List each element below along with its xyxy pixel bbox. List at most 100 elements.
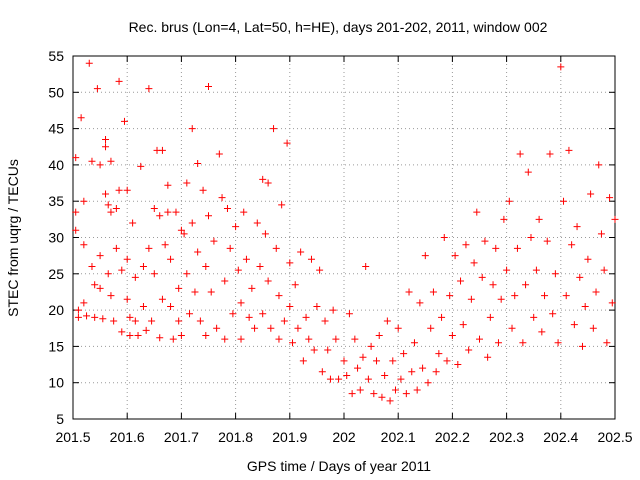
data-point-marker — [85, 59, 93, 67]
data-point-marker — [72, 226, 80, 234]
data-point-marker — [218, 194, 226, 202]
data-point-marker — [291, 281, 299, 289]
data-point-marker — [356, 386, 364, 394]
data-point-marker — [432, 368, 440, 376]
data-point-marker — [237, 299, 245, 307]
data-point-marker — [99, 315, 107, 323]
data-point-marker — [435, 350, 443, 358]
data-point-marker — [351, 335, 359, 343]
data-point-marker — [123, 186, 131, 194]
data-point-marker — [584, 255, 592, 263]
data-point-marker — [551, 270, 559, 278]
data-point-marker — [489, 281, 497, 289]
data-point-marker — [237, 335, 245, 343]
data-point-marker — [80, 241, 88, 249]
data-point-marker — [205, 212, 212, 220]
data-point-marker — [438, 313, 446, 321]
data-point-marker — [259, 310, 267, 318]
data-point-marker — [107, 157, 115, 165]
y-tick-labels: 5 10 15 20 25 30 35 40 45 50 55 — [48, 48, 64, 427]
data-point-marker — [313, 302, 321, 310]
data-point-marker — [405, 288, 413, 296]
data-point-marker — [202, 263, 210, 271]
data-point-marker — [158, 295, 166, 303]
data-point-marker — [202, 332, 210, 340]
data-point-marker — [364, 375, 372, 383]
data-point-marker — [131, 273, 139, 281]
data-point-marker — [88, 157, 96, 165]
data-point-marker — [74, 313, 82, 321]
y-tick-label: 45 — [48, 121, 64, 137]
data-point-marker — [139, 302, 147, 310]
data-point-marker — [389, 357, 397, 365]
data-point-marker — [600, 266, 608, 274]
data-point-marker — [570, 321, 578, 329]
data-point-marker — [467, 295, 475, 303]
data-point-marker — [164, 181, 172, 189]
data-point-marker — [261, 230, 269, 238]
data-point-marker — [172, 208, 180, 216]
y-tick-label: 30 — [48, 230, 64, 246]
data-point-marker — [232, 223, 240, 231]
data-point-marker — [299, 357, 307, 365]
data-point-marker — [373, 357, 381, 365]
data-point-marker — [131, 317, 139, 325]
data-point-marker — [191, 288, 199, 296]
data-point-marker — [156, 334, 164, 342]
data-point-marker — [205, 82, 212, 90]
data-point-marker — [541, 292, 549, 300]
data-point-marker — [110, 317, 118, 325]
data-point-marker — [115, 186, 123, 194]
data-point-marker — [107, 292, 115, 300]
data-point-marker — [72, 154, 80, 162]
data-point-marker — [188, 125, 196, 133]
data-point-marker — [161, 241, 169, 249]
data-point-marker — [210, 237, 218, 245]
x-tick-label: 202.3 — [489, 429, 524, 445]
data-point-marker — [608, 299, 616, 307]
data-point-marker — [251, 324, 259, 332]
data-point-marker — [383, 317, 391, 325]
data-point-marker — [175, 317, 183, 325]
data-point-marker — [164, 208, 172, 216]
data-point-marker — [486, 313, 494, 321]
data-point-marker — [221, 277, 229, 285]
data-point-marker — [307, 255, 315, 263]
data-point-marker — [595, 161, 603, 169]
data-point-marker — [462, 241, 470, 249]
data-point-marker — [245, 313, 253, 321]
data-point-marker — [286, 302, 294, 310]
data-point-marker — [74, 306, 82, 314]
data-point-marker — [104, 270, 112, 278]
data-point-marker — [362, 263, 370, 271]
data-point-marker — [167, 302, 175, 310]
data-point-marker — [177, 332, 185, 340]
data-point-marker — [102, 135, 110, 143]
data-point-marker — [199, 186, 207, 194]
data-point-marker — [416, 299, 424, 307]
data-point-marker — [91, 281, 99, 289]
y-tick-label: 35 — [48, 193, 64, 209]
data-point-marker — [194, 159, 202, 167]
data-point-marker — [264, 277, 272, 285]
data-point-marker — [123, 295, 131, 303]
data-point-marker — [167, 255, 175, 263]
y-tick-label: 10 — [48, 375, 64, 391]
data-point-marker — [400, 350, 408, 358]
data-point-marker — [611, 215, 619, 223]
data-point-marker — [297, 248, 305, 256]
data-point-marker — [565, 146, 573, 154]
data-point-marker — [503, 266, 511, 274]
data-point-marker — [139, 263, 147, 271]
data-point-marker — [118, 328, 126, 336]
data-point-marker — [175, 284, 183, 292]
data-point-marker — [80, 197, 88, 205]
data-point-marker — [242, 255, 250, 263]
data-point-marker — [386, 397, 394, 405]
data-point-marker — [142, 326, 150, 334]
data-point-marker — [156, 212, 164, 220]
y-tick-label: 15 — [48, 338, 64, 354]
data-point-marker — [554, 339, 562, 347]
data-point-marker — [494, 339, 502, 347]
data-point-marker — [267, 324, 275, 332]
